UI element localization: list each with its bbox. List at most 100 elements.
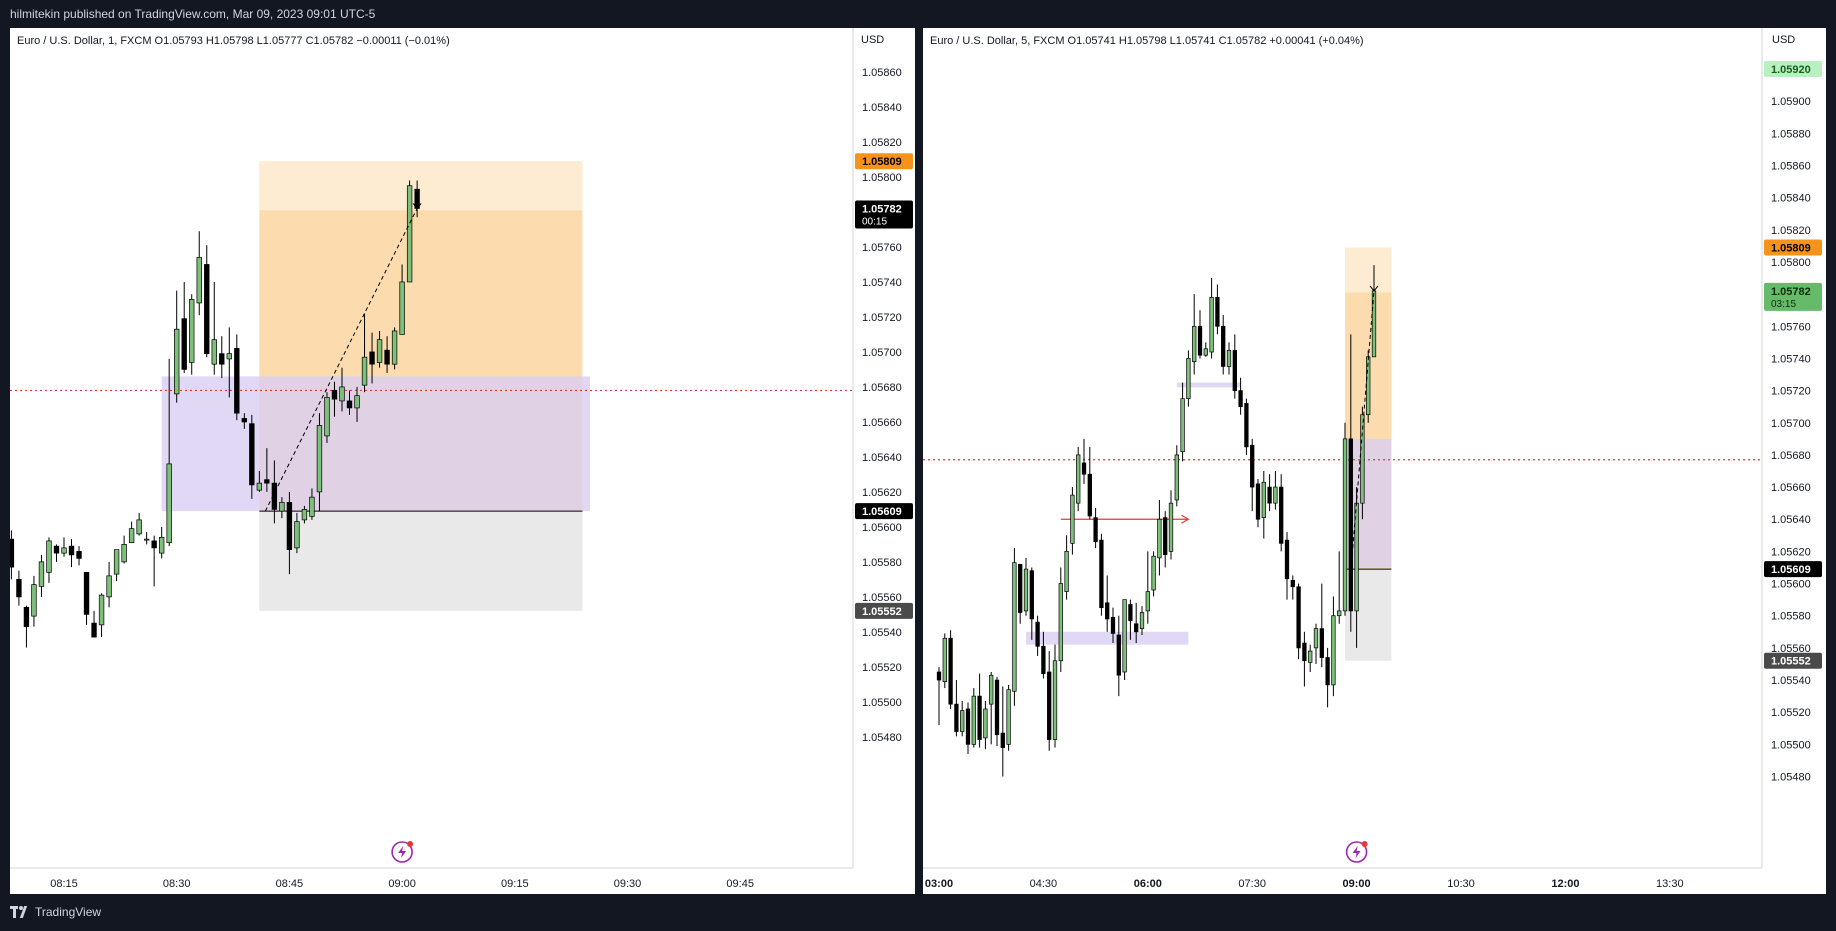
- price-tick-label: 1.05540: [862, 627, 902, 639]
- last-price-badge: 1.05782: [862, 203, 902, 215]
- candle-up: [1076, 454, 1081, 504]
- price-tick-label: 1.05840: [1771, 193, 1811, 205]
- lightning-bolt-icon: [1352, 846, 1361, 858]
- price-tick-label: 1.05640: [1771, 514, 1811, 526]
- price-tick-label: 1.05760: [1771, 321, 1811, 333]
- stop-zone: [259, 511, 583, 611]
- left-chart-legend: Euro / U.S. Dollar, 1, FXCM O1.05793 H1.…: [17, 35, 450, 47]
- price-tick-label: 1.05800: [862, 172, 902, 184]
- price-tick-label: 1.05520: [862, 662, 902, 674]
- trade-path-line: [1350, 290, 1375, 570]
- candle-down: [1163, 517, 1168, 555]
- left-chart-svg[interactable]: 1.05860 1.05840 1.05820 1.05800 1.05760 1.057…: [10, 28, 915, 894]
- tradingview-brand[interactable]: TradingView: [10, 905, 101, 919]
- candle-up: [1337, 610, 1342, 617]
- profit-zone-top-band: [1345, 247, 1392, 293]
- price-tick-label: 1.05800: [1771, 257, 1811, 269]
- candle-up: [211, 339, 217, 365]
- candle-up: [31, 584, 37, 617]
- candle-down: [1116, 634, 1121, 676]
- candle-down: [151, 540, 157, 549]
- price-tick-label: 1.05500: [862, 697, 902, 709]
- candle-up: [61, 547, 67, 554]
- price-tick-label: 1.05900: [1771, 96, 1811, 108]
- candle-down: [181, 318, 187, 370]
- right-chart-svg[interactable]: 1.05900 1.05880 1.05860 1.05840 1.05820 1.058…: [923, 28, 1826, 894]
- entry-price-badge: 1.05609: [1771, 564, 1811, 576]
- price-tick-label: 1.05660: [862, 417, 902, 429]
- time-tick-label: 08:45: [276, 878, 304, 890]
- profit-zone-top-band: [259, 161, 583, 211]
- publish-header: hilmitekin published on TradingView.com,…: [0, 0, 1836, 28]
- price-tick-label: 1.05680: [862, 382, 902, 394]
- high-price-badge-bg: [1764, 61, 1822, 77]
- candle-up: [1151, 555, 1156, 591]
- candle-up: [399, 281, 405, 335]
- stop-price-badge-bg: [1764, 652, 1822, 669]
- publish-line: hilmitekin published on TradingView.com,…: [10, 7, 376, 21]
- trade-path-arrowhead: [1369, 285, 1379, 292]
- candle-up: [196, 257, 202, 304]
- candle-down: [1296, 586, 1301, 649]
- time-tick-label: 09:00: [388, 878, 416, 890]
- candle-down: [1215, 296, 1220, 327]
- candle-down: [1238, 390, 1243, 408]
- candle-up: [136, 519, 142, 535]
- right-currency-label: USD: [1772, 34, 1796, 46]
- candle-up: [1342, 438, 1348, 612]
- price-tick-label: 1.05580: [1771, 611, 1811, 623]
- notification-dot-icon: [1361, 841, 1368, 847]
- candle-up: [1360, 414, 1365, 504]
- candle-down: [1325, 657, 1330, 686]
- price-tick-label: 1.05480: [1771, 772, 1811, 784]
- candle-up: [1070, 494, 1075, 544]
- time-tick-label: 06:00: [1134, 878, 1162, 890]
- candle-up: [1273, 486, 1278, 504]
- candle-up: [1209, 296, 1214, 353]
- candle-down: [53, 545, 60, 554]
- price-tick-label: 1.05760: [862, 242, 902, 254]
- candle-up: [1168, 502, 1174, 552]
- candle-down: [76, 551, 82, 559]
- candle-down: [234, 348, 240, 414]
- right-chart-panel[interactable]: 1.05900 1.05880 1.05860 1.05840 1.05820 1.058…: [923, 28, 1826, 894]
- candle-up: [1058, 583, 1063, 662]
- candle-up: [294, 521, 300, 549]
- candle-down: [936, 671, 942, 681]
- footer-bar: TradingView: [0, 894, 1836, 931]
- candle-up: [1122, 599, 1127, 673]
- candle-up: [1139, 612, 1145, 629]
- left-chart-panel[interactable]: 1.05860 1.05840 1.05820 1.05800 1.05760 1.057…: [10, 28, 915, 894]
- candle-up: [226, 353, 232, 360]
- candle-up: [1261, 481, 1266, 518]
- candle-down: [1081, 462, 1087, 475]
- candle-up: [989, 674, 994, 705]
- candle-up: [339, 386, 345, 402]
- candle-down: [1284, 539, 1290, 580]
- candle-up: [316, 425, 323, 493]
- price-tick-label: 1.05560: [1771, 643, 1811, 655]
- price-tick-label: 1.05700: [862, 347, 902, 359]
- candle-up: [1186, 358, 1191, 399]
- candle-up: [1145, 591, 1150, 612]
- candle-up: [121, 544, 127, 563]
- price-tick-label: 1.05740: [862, 277, 902, 289]
- candle-up: [113, 549, 120, 575]
- price-tick-label: 1.05860: [1771, 160, 1811, 172]
- price-tick-label: 1.05820: [1771, 225, 1811, 237]
- candle-up: [1174, 454, 1179, 501]
- entry-price-badge: 1.05609: [862, 506, 902, 518]
- price-tick-label: 1.05480: [862, 732, 902, 744]
- target-price-badge: 1.05809: [862, 156, 902, 168]
- candle-up: [256, 482, 263, 491]
- candle-down: [1279, 486, 1284, 544]
- candle-down: [1093, 517, 1098, 543]
- candle-down: [249, 423, 255, 486]
- candle-up: [324, 397, 330, 437]
- stop-price-badge: 1.05552: [1771, 656, 1811, 668]
- candle-down: [369, 351, 375, 365]
- candle-down: [1267, 486, 1272, 504]
- brand-name: TradingView: [35, 905, 102, 919]
- price-tick-label: 1.05720: [1771, 386, 1811, 398]
- candle-down: [271, 482, 278, 510]
